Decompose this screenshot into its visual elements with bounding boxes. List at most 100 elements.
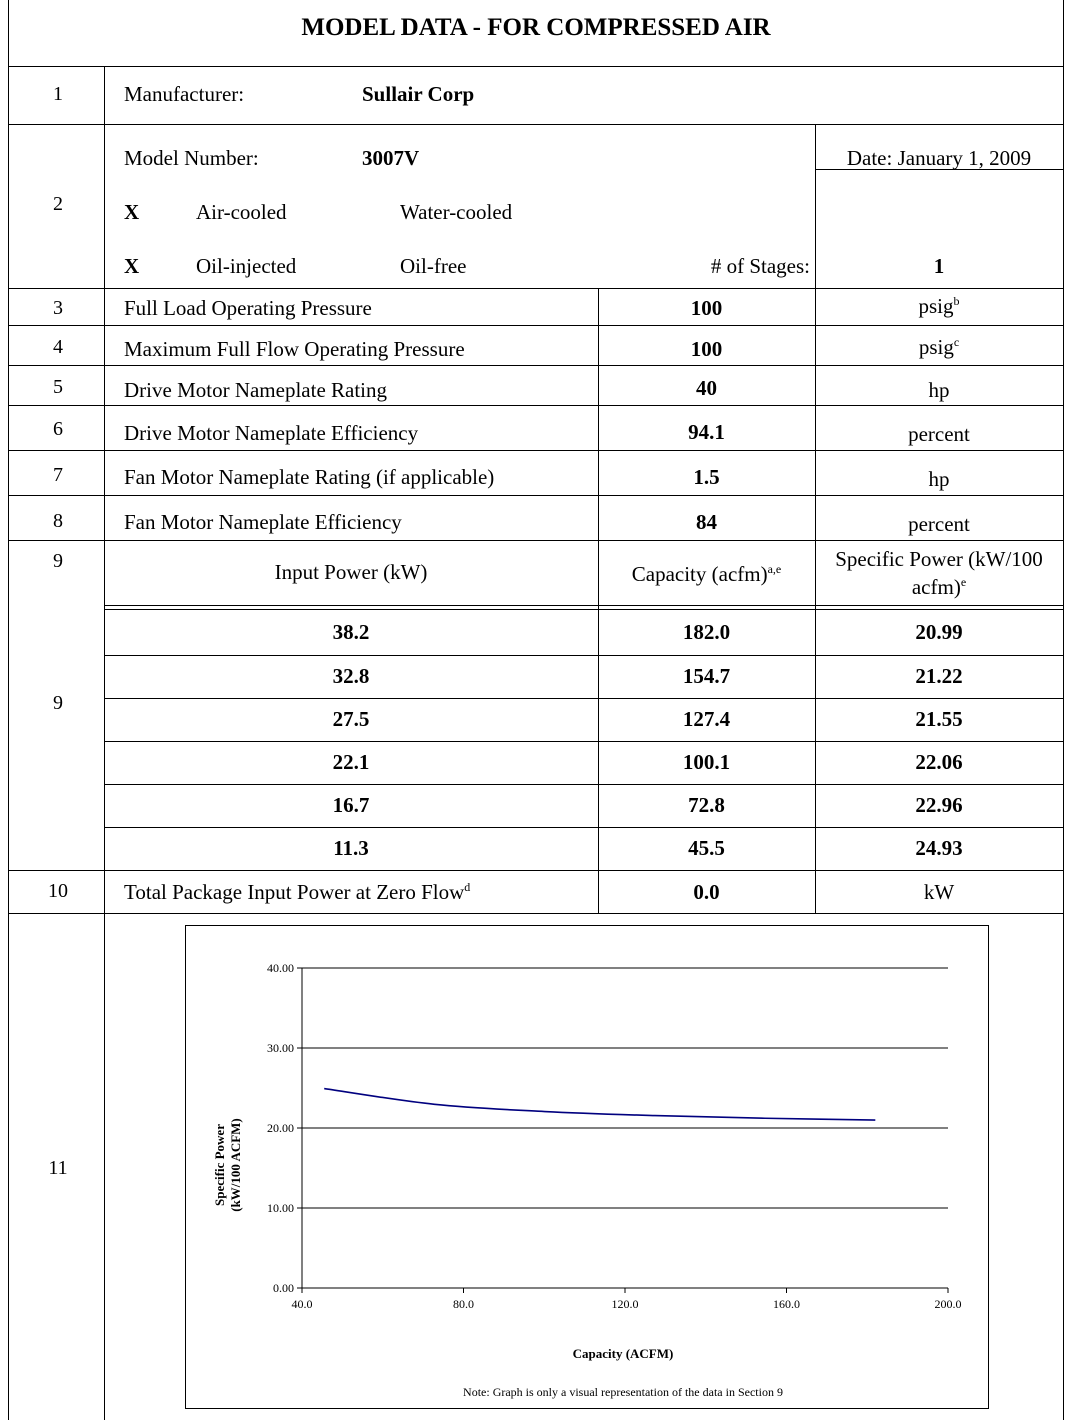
rule — [8, 365, 1064, 366]
stages-label: # of Stages: — [710, 254, 810, 278]
series-line — [324, 1087, 876, 1121]
y-tick-label: 0.00 — [273, 1281, 294, 1295]
x-tick-label: 160.0 — [773, 1297, 800, 1311]
table-row: 11.3 — [333, 836, 369, 860]
row-number: 2 — [53, 193, 63, 215]
capacity-header: Capacity (acfm)a,e — [631, 562, 782, 586]
row-number: 5 — [53, 376, 63, 398]
y-tick-label: 20.00 — [267, 1121, 294, 1135]
row-number: 11 — [48, 1157, 68, 1179]
air-cooled-label: Air-cooled — [196, 200, 287, 224]
rule — [8, 540, 1064, 541]
y-tick-label: 30.00 — [267, 1041, 294, 1055]
max-full-flow-pressure-label: Maximum Full Flow Operating Pressure — [124, 337, 465, 361]
chart-note: Note: Graph is only a visual representat… — [463, 1385, 783, 1399]
x-tick-label: 120.0 — [612, 1297, 639, 1311]
row-number: 8 — [53, 510, 63, 532]
water-cooled-label: Water-cooled — [400, 200, 513, 224]
row-number: 3 — [53, 297, 63, 319]
drive-motor-rating-value: 40 — [696, 376, 717, 400]
y-tick-label: 10.00 — [267, 1201, 294, 1215]
table-row: 38.2 — [332, 620, 370, 644]
table-row: 22.96 — [915, 793, 963, 817]
row-number: 9 — [53, 550, 63, 572]
table-left-border — [8, 0, 9, 1420]
x-tick-label: 80.0 — [453, 1297, 474, 1311]
table-right-border — [1063, 0, 1064, 1420]
table-row: 32.8 — [332, 664, 370, 688]
rule — [104, 698, 1064, 699]
y-axis-title-line1: Specific Power — [212, 1124, 227, 1206]
table-row: 20.99 — [915, 620, 963, 644]
table-row: 22.06 — [915, 750, 963, 774]
column-divider — [598, 288, 599, 913]
full-load-pressure-value: 100 — [690, 296, 723, 320]
row-number: 4 — [53, 336, 63, 358]
zero-flow-power-value: 0.0 — [693, 880, 720, 904]
model-number-label: Model Number: — [124, 146, 259, 170]
table-row: 182.0 — [682, 620, 731, 644]
rule — [104, 655, 1064, 656]
zero-flow-power-label: Total Package Input Power at Zero Flowd — [124, 880, 471, 904]
specific-power-chart: 0.00 10.00 20.00 30.00 40.00 40.0 80.0 120.0 160… — [212, 961, 962, 1399]
table-row: 21.55 — [915, 707, 963, 731]
table-row: 45.5 — [688, 836, 725, 860]
specific-power-header: Specific Power (kW/100 acfm)e — [835, 547, 1043, 599]
model-number-value: 3007V — [362, 146, 420, 170]
row-number: 10 — [48, 880, 68, 902]
rule — [8, 288, 1064, 289]
input-power-header: Input Power (kW) — [274, 560, 428, 584]
table-row: 100.1 — [682, 750, 731, 774]
table-row: 21.22 — [915, 664, 963, 688]
full-load-pressure-label: Full Load Operating Pressure — [124, 296, 372, 320]
column-divider — [815, 124, 816, 288]
fan-motor-rating-label: Fan Motor Nameplate Rating (if applicabl… — [124, 465, 495, 489]
table-row: 127.4 — [682, 707, 731, 731]
rule — [8, 913, 1064, 914]
oil-injected-mark: X — [124, 254, 140, 278]
rule — [104, 741, 1064, 742]
fan-motor-rating-unit: hp — [928, 467, 950, 491]
row-number: 9 — [53, 692, 63, 714]
x-tick-label: 200.0 — [935, 1297, 962, 1311]
oil-injected-label: Oil-injected — [196, 254, 297, 278]
manufacturer-value: Sullair Corp — [362, 82, 475, 106]
table-row: 16.7 — [332, 793, 370, 817]
zero-flow-power-unit: kW — [923, 880, 955, 904]
max-full-flow-pressure-unit: psigc — [918, 335, 960, 359]
number-column-divider — [104, 66, 105, 1420]
rule — [8, 870, 1064, 871]
row-number: 1 — [53, 83, 63, 105]
drive-motor-efficiency-label: Drive Motor Nameplate Efficiency — [124, 421, 419, 445]
page-title: MODEL DATA - FOR COMPRESSED AIR — [301, 14, 771, 41]
rule — [8, 405, 1064, 406]
fan-motor-efficiency-unit: percent — [908, 512, 970, 536]
manufacturer-label: Manufacturer: — [124, 82, 245, 106]
table-row: 24.93 — [915, 836, 963, 860]
date-text: Date: January 1, 2009 — [846, 146, 1032, 170]
rule — [8, 325, 1064, 326]
drive-motor-efficiency-value: 94.1 — [688, 420, 725, 444]
drive-motor-rating-label: Drive Motor Nameplate Rating — [124, 378, 388, 402]
date-underline — [815, 169, 1063, 170]
column-divider — [815, 288, 816, 913]
oil-free-label: Oil-free — [400, 254, 467, 278]
y-axis-title-line2: (kW/100 ACFM) — [228, 1118, 243, 1212]
table-row: 72.8 — [688, 793, 725, 817]
chart-frame: 0.00 10.00 20.00 30.00 40.00 40.0 80.0 120.0 160… — [185, 925, 989, 1409]
rule — [104, 605, 1064, 606]
rule — [104, 609, 1064, 610]
table-row: 27.5 — [332, 707, 370, 731]
stages-value: 1 — [933, 254, 945, 278]
fan-motor-rating-value: 1.5 — [693, 465, 720, 489]
table-row: 22.1 — [332, 750, 370, 774]
rule — [104, 784, 1064, 785]
max-full-flow-pressure-value: 100 — [690, 337, 723, 361]
rule — [104, 827, 1064, 828]
rule — [8, 124, 1064, 125]
fan-motor-efficiency-label: Fan Motor Nameplate Efficiency — [124, 510, 402, 534]
table-row: 154.7 — [682, 664, 731, 688]
rule — [8, 495, 1064, 496]
drive-motor-rating-unit: hp — [928, 378, 950, 402]
fan-motor-efficiency-value: 84 — [696, 510, 717, 534]
